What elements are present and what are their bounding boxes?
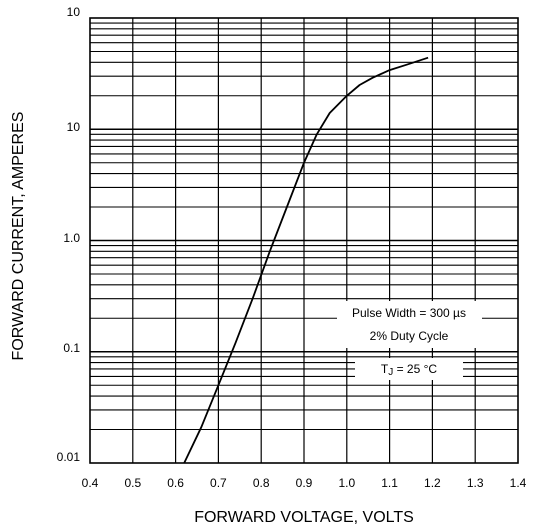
plot-frame [89, 17, 519, 464]
series-line-0 [183, 56, 429, 464]
x-tick-label: 0.6 [167, 476, 184, 490]
x-tick-label: 0.7 [210, 476, 227, 490]
x-tick-label: 1.4 [510, 476, 527, 490]
x-tick-label: 0.8 [253, 476, 270, 490]
plot-border [89, 17, 519, 464]
x-tick-label: 1.3 [467, 476, 484, 490]
series-group [183, 56, 429, 464]
y-tick-label: 0.01 [57, 450, 81, 464]
annotation-background-tj [355, 358, 463, 380]
annotation-box [337, 301, 482, 380]
y-tick-label: 1.0 [63, 231, 80, 245]
x-axis-title: FORWARD VOLTAGE, VOLTS [194, 509, 414, 526]
x-tick-label: 1.1 [381, 476, 398, 490]
x-tick-label: 0.4 [82, 476, 99, 490]
annotation-background [337, 301, 482, 348]
x-tick-label: 1.0 [338, 476, 355, 490]
y-axis-title: FORWARD CURRENT, AMPERES [10, 112, 27, 361]
annotation-tj: TJ = 25 °C [381, 362, 438, 378]
x-tick-label: 0.9 [296, 476, 313, 490]
y-tick-label: 10 [67, 120, 81, 134]
grid [90, 18, 518, 463]
y-tick-label: 0.1 [63, 341, 80, 355]
y-tick-label: 10 [67, 5, 81, 19]
x-tick-label: 0.5 [124, 476, 141, 490]
annotation-duty-cycle: 2% Duty Cycle [370, 329, 449, 343]
x-tick-label: 1.2 [424, 476, 441, 490]
x-tick-labels: 0.4 0.5 0.6 0.7 0.8 0.9 1.0 1.1 1.2 1.3 1.4 [82, 476, 527, 490]
annotation-pulse-width: Pulse Width = 300 µs [352, 306, 466, 320]
y-tick-labels: 0.01 0.1 1.0 10 10 [57, 5, 81, 464]
